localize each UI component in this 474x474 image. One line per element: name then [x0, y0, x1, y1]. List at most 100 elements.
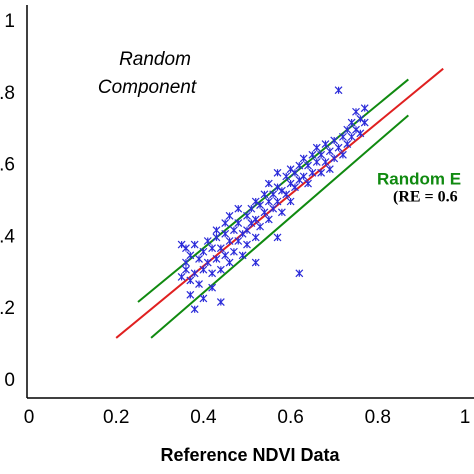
point: [225, 211, 234, 220]
point: [208, 283, 217, 292]
point: [182, 258, 190, 267]
point: [273, 168, 282, 177]
x-tick-label: 0.8: [365, 407, 391, 428]
y-tick-label: 0.8: [0, 83, 15, 104]
point: [229, 247, 238, 256]
point: [321, 140, 330, 148]
point: [251, 215, 260, 224]
point: [330, 154, 339, 163]
point: [234, 219, 243, 227]
point: [234, 204, 243, 213]
point: [312, 143, 321, 152]
point: [208, 244, 217, 253]
point: [247, 204, 256, 213]
point: [225, 237, 234, 245]
x-axis-label: Reference NDVI Data: [160, 445, 340, 465]
point: [264, 197, 273, 206]
point: [225, 258, 234, 267]
point: [177, 272, 186, 281]
point: [308, 168, 317, 177]
point: [251, 233, 260, 242]
point: [212, 255, 221, 263]
x-tick-label: 0: [24, 407, 35, 428]
point: [195, 280, 203, 288]
point: [216, 244, 225, 253]
point: [317, 150, 326, 159]
point: [273, 197, 282, 206]
point: [317, 168, 326, 177]
point: [360, 104, 369, 113]
point: [256, 201, 265, 210]
point: [203, 237, 212, 245]
point: [325, 165, 334, 174]
reference-line: [137, 78, 409, 303]
point: [264, 215, 273, 224]
point: [347, 118, 356, 127]
point: [260, 190, 269, 199]
y-tick-label: 0.2: [0, 298, 15, 319]
point: [282, 190, 291, 199]
point: [256, 222, 265, 231]
point: [269, 204, 278, 213]
point: [277, 208, 286, 217]
point: [190, 305, 199, 314]
point: [299, 172, 308, 181]
y-tick-label: 0: [4, 370, 15, 391]
point: [269, 190, 278, 199]
point: [186, 276, 195, 285]
point: [334, 143, 343, 152]
point: [203, 258, 212, 267]
point: [221, 219, 230, 227]
y-tick-label: 0.4: [0, 226, 15, 247]
point: [330, 136, 339, 145]
x-tick-label: 0.2: [103, 407, 129, 428]
point: [312, 158, 321, 166]
point: [295, 161, 304, 170]
point: [343, 125, 352, 134]
point: [304, 161, 312, 170]
point: [338, 132, 347, 141]
annotation: (RE = 0.6: [393, 189, 458, 206]
point: [273, 233, 282, 242]
point: [325, 147, 334, 156]
point: [343, 140, 352, 148]
point: [243, 226, 251, 235]
annotation: Random: [119, 49, 191, 70]
point: [282, 172, 291, 181]
point: [243, 240, 251, 249]
point: [208, 269, 217, 278]
point: [216, 298, 225, 306]
point: [352, 107, 360, 116]
point: [229, 226, 238, 235]
y-tick-label: 0.6: [0, 155, 15, 176]
point: [221, 251, 230, 260]
x-tick-label: 0.6: [277, 407, 303, 428]
point: [264, 179, 273, 188]
point: [182, 265, 190, 274]
point: [243, 211, 251, 220]
point: [216, 265, 225, 274]
point: [238, 251, 247, 260]
point: [234, 237, 243, 245]
point: [334, 86, 343, 95]
point: [195, 255, 203, 263]
point: [199, 247, 208, 256]
point: [308, 150, 317, 159]
x-tick-label: 1: [460, 407, 471, 428]
point: [356, 129, 365, 138]
point: [360, 118, 369, 127]
point: [212, 233, 221, 242]
point: [177, 240, 186, 249]
point: [199, 265, 208, 274]
point: [251, 258, 260, 267]
point: [295, 269, 304, 278]
point: [299, 154, 308, 163]
point: [186, 290, 195, 299]
point: [286, 197, 295, 206]
annotation: Random E: [377, 169, 461, 188]
point: [347, 132, 356, 141]
point: [199, 294, 208, 303]
point: [291, 183, 299, 192]
point: [260, 208, 269, 217]
